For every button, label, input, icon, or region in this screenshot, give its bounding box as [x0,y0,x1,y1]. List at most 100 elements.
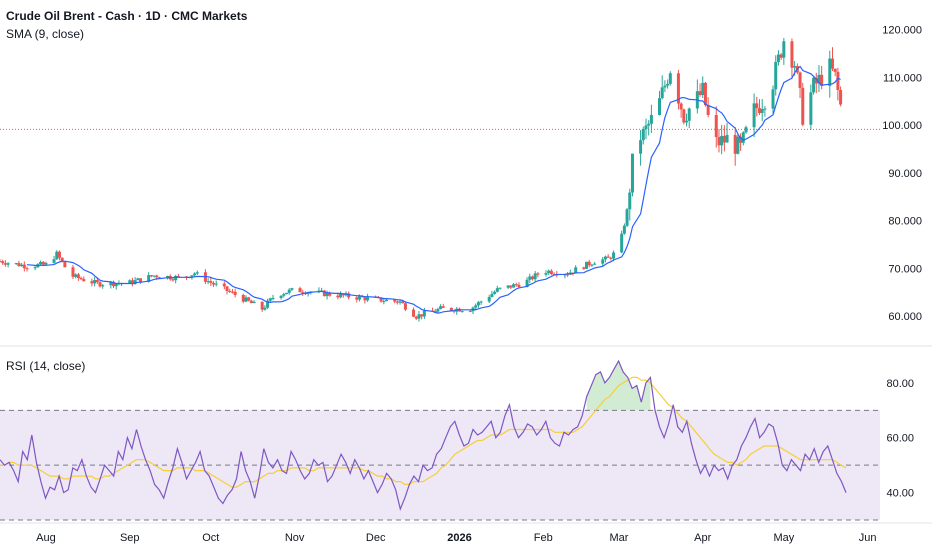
candle-body [57,251,61,258]
candle-body [612,252,616,259]
candle-body [6,263,10,265]
candle-body [779,54,783,58]
candle-body [625,209,629,226]
candle-body [498,287,502,289]
candle-body [298,288,302,293]
price-tick-label: 120.000 [882,25,922,37]
candle-body [385,299,389,302]
candle-body [593,263,597,265]
candle-body [266,300,270,308]
candle-body [733,135,737,154]
candle-body [603,256,607,260]
candle-body [544,272,548,275]
candle-body [247,297,251,301]
candle-body [63,261,67,268]
candle-body [82,279,86,282]
candle-body [660,87,664,99]
candle-body [244,297,248,302]
candle-body [268,298,272,301]
candle-body [817,74,821,84]
candle-body [644,125,648,130]
candle-body [460,311,464,313]
candle-body [809,92,813,125]
candle-body [685,120,689,123]
candle-body [101,285,105,287]
candle-body [828,58,832,86]
candle-body [590,264,594,266]
candle-body [287,289,291,293]
candle-body [357,296,361,300]
candle-body [282,294,286,296]
candle-body [698,91,702,96]
candle-body [398,301,402,303]
candle-body [347,293,351,298]
candle-body [336,295,340,298]
candle-body [249,300,253,304]
candle-body [325,292,329,297]
candle-body [379,297,383,302]
candle-body [585,261,589,269]
candle-body [547,270,551,273]
candle-body [609,257,613,259]
candle-body [74,274,78,277]
candle-body [763,108,767,110]
candle-body [720,135,724,146]
candle-body [90,281,94,284]
candle-body [228,291,232,293]
candle-body [60,257,64,262]
candle-body [417,314,421,319]
candle-body [490,293,494,298]
candle-body [25,268,29,270]
candle-body [301,292,305,294]
candle-body [582,267,586,269]
candle-body [136,278,140,281]
candle-body [722,135,726,143]
candle-body [701,82,705,96]
candle-body [760,109,764,114]
candle-body [525,279,529,288]
candle-body [98,282,102,287]
price-tick-label: 60.000 [888,311,922,323]
price-tick-label: 70.000 [888,263,922,275]
candle-body [812,77,816,93]
time-tick-label: Dec [366,532,386,544]
candle-body [606,256,610,258]
candle-body [206,281,210,283]
candle-body [587,261,591,266]
candle-body [382,301,386,303]
candle-body [76,274,80,278]
candle-body [341,293,345,296]
candle-body [758,108,762,114]
candle-body [439,306,443,309]
rsi-pane[interactable] [0,359,880,521]
candle-body [157,277,161,279]
candle-body [506,285,510,288]
candle-body [649,114,653,124]
candle-body [33,267,37,269]
candle-body [717,137,721,146]
time-tick-label: May [773,532,794,544]
candle-body [190,275,194,278]
candle-body [39,262,43,265]
candle-body [517,284,521,288]
candle-body [130,280,134,284]
candle-body [714,114,718,138]
price-pane[interactable] [0,37,880,322]
candle-body [176,275,180,277]
candle-body [706,105,710,115]
candle-body [3,263,7,265]
candle-body [658,98,662,115]
candle-body [133,280,137,284]
candle-body [776,54,780,63]
candle-body [682,109,686,123]
candle-body [741,132,745,143]
candle-body [676,73,680,104]
candle-body [366,296,370,301]
candle-body [14,263,18,265]
candle-body [395,301,399,303]
candle-body [476,302,480,306]
rsi-legend: RSI (14, close) [6,359,86,373]
candle-body [79,277,83,280]
candle-body [533,273,537,280]
